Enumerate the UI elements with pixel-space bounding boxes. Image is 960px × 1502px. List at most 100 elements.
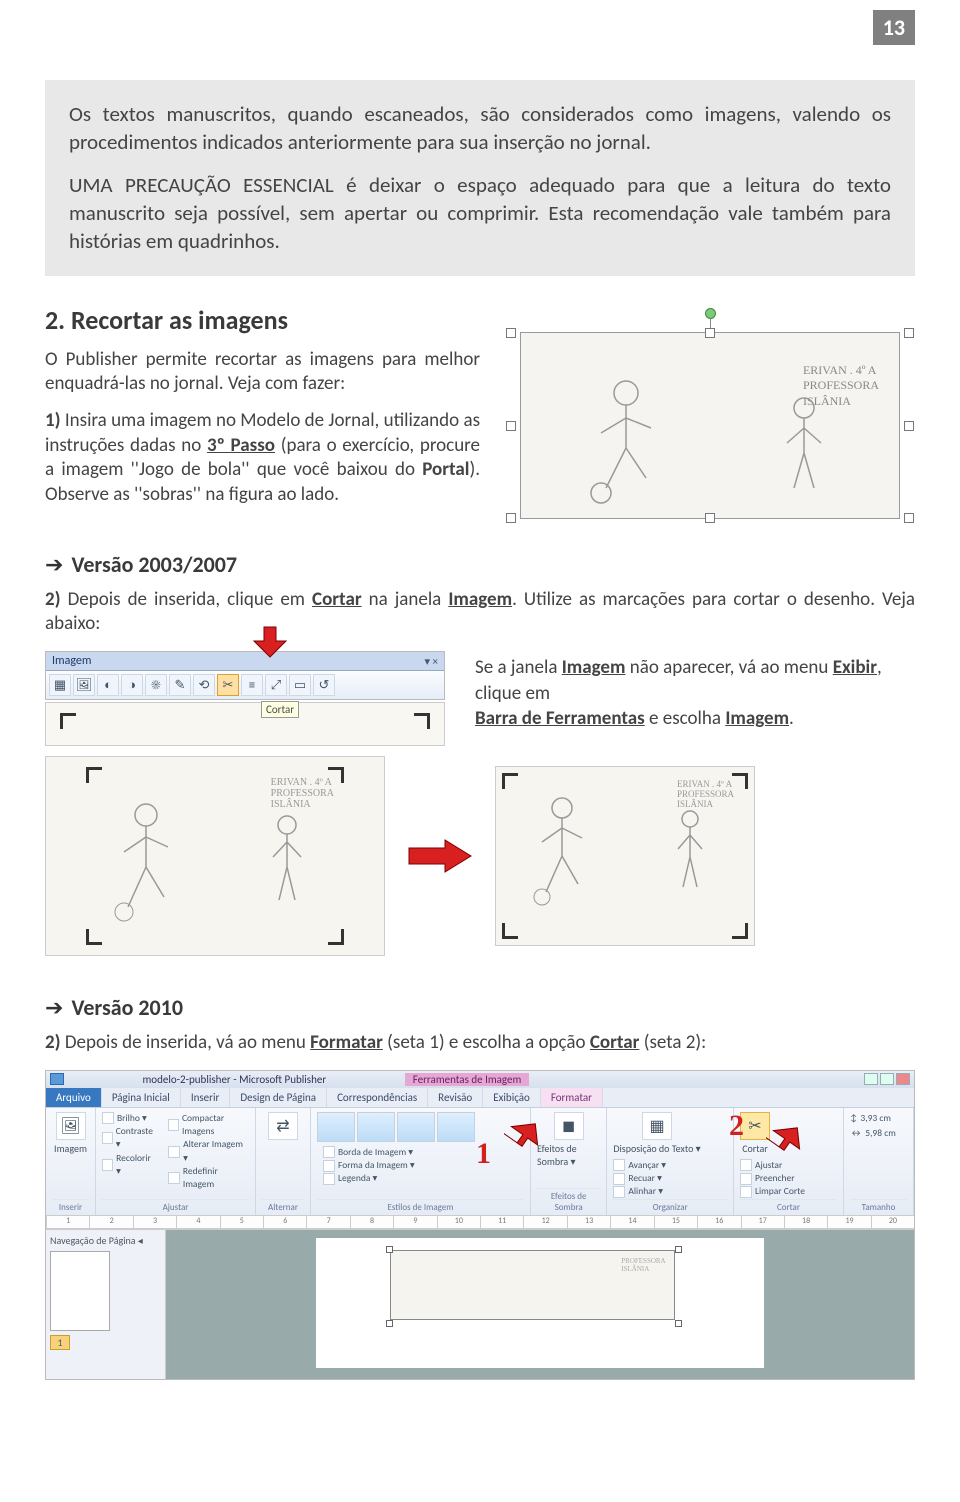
selected-image-object: PROFESSORAISLÂNIA bbox=[390, 1250, 674, 1320]
toolbar-icon: ◐ bbox=[97, 674, 119, 696]
toolbar-icon: ⟲ bbox=[193, 674, 215, 696]
v2010-step2-formatar: Formatar bbox=[310, 1031, 383, 1054]
group-caption: Efeitos de Sombra bbox=[537, 1188, 600, 1213]
section-2-title: 2. Recortar as imagens bbox=[45, 304, 480, 336]
toolbar-icon: ☀ bbox=[145, 674, 167, 696]
ribbon-tabs: Arquivo Página Inicial Inserir Design de… bbox=[46, 1088, 914, 1108]
v2010-step2-a: Depois de inserida, vá ao menu bbox=[61, 1031, 311, 1054]
tab-revisao: Revisão bbox=[428, 1088, 483, 1107]
version-2003-heading: ➔ Versão 2003/2007 bbox=[45, 551, 915, 578]
resize-handle-icon bbox=[506, 328, 516, 338]
group-caption: Tamanho bbox=[850, 1199, 907, 1213]
v2003-step2-imagem: Imagem bbox=[448, 588, 512, 611]
ribbon-titlebar: modelo-2-publisher - Microsoft Publisher… bbox=[46, 1071, 914, 1088]
borda-item: Borda de Imagem ▾ bbox=[323, 1146, 415, 1159]
avancar-item: Avançar ▾ bbox=[613, 1159, 666, 1172]
page-number-indicator: 1 bbox=[50, 1335, 70, 1350]
page-number-badge: 13 bbox=[873, 10, 915, 45]
group-caption: Organizar bbox=[613, 1199, 727, 1213]
tab-exibicao: Exibição bbox=[483, 1088, 541, 1107]
ribbon-group-estilos: Borda de Imagem ▾ Forma da Imagem ▾ Lege… bbox=[311, 1108, 531, 1215]
section-2-intro: O Publisher permite recortar as imagens … bbox=[45, 348, 480, 397]
intro-highlight-box: Os textos manuscritos, quando escaneados… bbox=[45, 80, 915, 276]
height-field: ↕ 3,93 cm bbox=[850, 1112, 891, 1125]
document-title: modelo-2-publisher - Microsoft Publisher bbox=[68, 1073, 401, 1086]
v2003-step2: 2) Depois de inserida, clique em Cortar … bbox=[45, 588, 915, 637]
arrow-right-icon: ➔ bbox=[45, 551, 63, 578]
limpar-item: Limpar Corte bbox=[740, 1185, 805, 1198]
toolbar-icon: ⤢ bbox=[265, 674, 287, 696]
legenda-item: Legenda ▾ bbox=[323, 1172, 415, 1185]
document-canvas: PROFESSORAISLÂNIA bbox=[166, 1230, 914, 1379]
group-caption: Estilos de Imagem bbox=[317, 1199, 524, 1213]
publisher-app-icon bbox=[50, 1073, 64, 1085]
cortar-toolbar-icon: ✂ bbox=[217, 674, 239, 696]
toolbar-titlebar: Imagem ▾ × bbox=[46, 652, 444, 671]
crop-mark-icon bbox=[502, 923, 518, 939]
player-sketch-1 bbox=[581, 373, 701, 513]
resize-handle-icon bbox=[506, 513, 516, 523]
toolbar-icon: ◑ bbox=[121, 674, 143, 696]
group-caption: Inserir bbox=[52, 1199, 89, 1213]
nav-pane-title: Navegação de Página ◂ bbox=[50, 1234, 161, 1247]
preencher-item: Preencher bbox=[740, 1172, 805, 1185]
v2003-step2-b: na janela bbox=[362, 588, 449, 611]
help-barra: Barra de Ferramentas bbox=[475, 707, 645, 730]
red-arrow-icon bbox=[405, 836, 475, 876]
close-icon bbox=[896, 1073, 910, 1085]
toolbar-icon: ▦ bbox=[49, 674, 71, 696]
crop-frame-example: ERIVAN . 4º A PROFESSORA ISLÂNIA bbox=[510, 314, 910, 529]
step1-num: 1) bbox=[45, 409, 61, 432]
annotation-num-1: 1 bbox=[476, 1137, 491, 1171]
intro-p2: UMA PRECAUÇÃO ESSENCIAL é deixar o espaç… bbox=[69, 171, 891, 256]
help-exibir: Exibir bbox=[833, 656, 877, 679]
crop-mark-icon bbox=[328, 929, 344, 945]
help-a: Se a janela bbox=[475, 656, 562, 679]
toolbar-window-controls-icon: ▾ × bbox=[425, 655, 439, 668]
resize-handle-icon bbox=[386, 1320, 393, 1327]
step-1: 1) Insira uma imagem no Modelo de Jornal… bbox=[45, 409, 480, 508]
resize-handle-icon bbox=[675, 1320, 682, 1327]
tab-inicio: Página Inicial bbox=[102, 1088, 181, 1107]
crop-mark-icon bbox=[86, 929, 102, 945]
group-caption: Cortar bbox=[740, 1199, 837, 1213]
v2010-step2-c: (seta 2): bbox=[639, 1031, 706, 1054]
tab-corresp: Correspondências bbox=[327, 1088, 428, 1107]
imagem-toolbar-screenshot: Imagem ▾ × ▦ 🖼 ◐ ◑ ☀ ✎ ⟲ ✂ ≡ ⤢ ▭ ↺ bbox=[45, 651, 445, 746]
toolbar-icons-row: ▦ 🖼 ◐ ◑ ☀ ✎ ⟲ ✂ ≡ ⤢ ▭ ↺ bbox=[46, 671, 444, 699]
version-2003-label: Versão 2003/2007 bbox=[71, 551, 237, 578]
contextual-tab-label: Ferramentas de Imagem bbox=[405, 1073, 530, 1086]
ribbon-group-inserir: 🖼Imagem Inserir bbox=[46, 1108, 96, 1215]
resize-handle-icon bbox=[904, 513, 914, 523]
player-sketch-icon bbox=[106, 797, 206, 937]
group-caption: Alternar bbox=[262, 1199, 304, 1213]
sketch-caption-tiny: PROFESSORAISLÂNIA bbox=[621, 1257, 665, 1273]
imagem-button: 🖼Imagem bbox=[52, 1112, 89, 1155]
alterar-item: Alterar Imagem ▾ bbox=[168, 1138, 249, 1165]
help-imagem2: Imagem bbox=[725, 707, 789, 730]
resize-handle-icon bbox=[904, 421, 914, 431]
toolbar-icon: 🖼 bbox=[73, 674, 95, 696]
player-sketch-2 bbox=[759, 393, 849, 513]
sketch-line2: PROFESSORA bbox=[803, 378, 879, 394]
toolbar-icon: ↺ bbox=[313, 674, 335, 696]
style-gallery bbox=[317, 1112, 475, 1142]
player-sketch-icon bbox=[249, 812, 324, 922]
crop-mark-icon bbox=[86, 767, 102, 783]
intro-p1: Os textos manuscritos, quando escaneados… bbox=[69, 100, 891, 157]
brilho-item: Brilho ▾ bbox=[102, 1112, 154, 1125]
cortar-tooltip: Cortar bbox=[261, 701, 299, 718]
sketch-line1: ERIVAN . 4º A bbox=[803, 363, 879, 379]
player-sketch-icon bbox=[526, 792, 616, 922]
version-2010-heading: ➔ Versão 2010 bbox=[45, 994, 915, 1021]
after-crop-panel: ERIVAN . 4º APROFESSORAISLÂNIA bbox=[495, 766, 755, 946]
v2010-step2-b: (seta 1) e escolha a opção bbox=[383, 1031, 590, 1054]
forma-item: Forma da Imagem ▾ bbox=[323, 1159, 415, 1172]
v2003-step2-cortar: Cortar bbox=[312, 588, 362, 611]
before-after-crop-row: ERIVAN . 4º APROFESSORAISLÂNIA ERIVAN . … bbox=[45, 756, 915, 956]
alternar-button: ⇄ bbox=[262, 1112, 304, 1140]
ribbon-group-alternar: ⇄ Alternar bbox=[256, 1108, 311, 1215]
tab-arquivo: Arquivo bbox=[46, 1088, 102, 1107]
red-arrow-icon bbox=[504, 1117, 544, 1154]
example-image-area: ERIVAN . 4º A PROFESSORA ISLÂNIA bbox=[520, 332, 900, 519]
